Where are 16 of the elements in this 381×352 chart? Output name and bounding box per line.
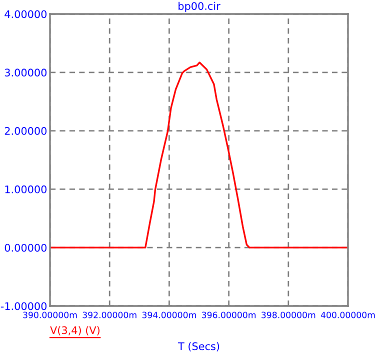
x-tick-label: 400.00000m: [320, 312, 375, 318]
x-tick-label: 392.00000m: [82, 312, 136, 318]
y-tick-label: 2.00000: [4, 127, 47, 135]
x-tick-label: 398.00000m: [262, 312, 316, 318]
x-axis-title: T (Secs): [178, 342, 220, 352]
y-tick-label: 4.00000: [4, 10, 47, 18]
x-tick-label: 394.00000m: [142, 312, 196, 318]
text: V(3,4) (V): [50, 326, 100, 336]
x-tick-label: 396.00000m: [202, 312, 256, 318]
line-series: [50, 62, 348, 248]
x-tick-label: 390.00000m: [23, 312, 77, 318]
y-tick-label: -1.00000: [0, 302, 47, 310]
chart-title: bp00.cir: [178, 2, 220, 12]
y-tick-label: 3.00000: [4, 68, 47, 77]
y-tick-label: 0.00000: [4, 244, 47, 252]
y-tick-label: 1.00000: [5, 185, 47, 194]
